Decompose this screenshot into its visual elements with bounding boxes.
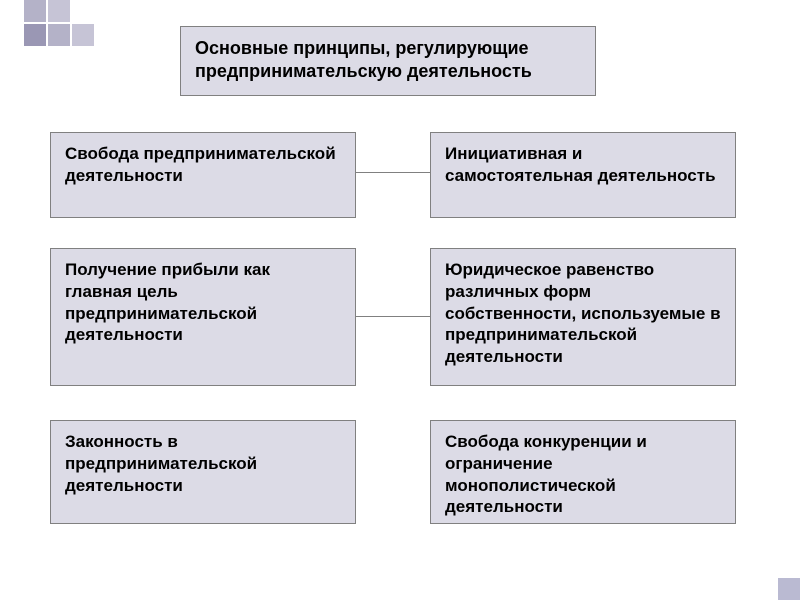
- principle-box-left-2: Получение прибыли как главная цель предп…: [50, 248, 356, 386]
- principle-text: Юридическое равенство различных форм соб…: [445, 259, 721, 368]
- diagram-title: Основные принципы, регулирующие предприн…: [195, 37, 581, 83]
- principle-text: Законность в предпринимательской деятель…: [65, 431, 341, 496]
- principle-box-left-1: Свобода предпринимательской деятельности: [50, 132, 356, 218]
- principle-text: Инициативная и самостоятельная деятельно…: [445, 143, 721, 187]
- diagram-title-box: Основные принципы, регулирующие предприн…: [180, 26, 596, 96]
- principle-box-right-1: Инициативная и самостоятельная деятельно…: [430, 132, 736, 218]
- principle-box-right-2: Юридическое равенство различных форм соб…: [430, 248, 736, 386]
- connector-2: [356, 316, 430, 317]
- principle-box-right-3: Свобода конкуренции и ограничение монопо…: [430, 420, 736, 524]
- connector-1: [356, 172, 430, 173]
- principle-text: Получение прибыли как главная цель предп…: [65, 259, 341, 346]
- principle-box-left-3: Законность в предпринимательской деятель…: [50, 420, 356, 524]
- principle-text: Свобода предпринимательской деятельности: [65, 143, 341, 187]
- principle-text: Свобода конкуренции и ограничение монопо…: [445, 431, 721, 518]
- corner-square-icon: [778, 578, 800, 600]
- corner-decoration: [24, 0, 104, 54]
